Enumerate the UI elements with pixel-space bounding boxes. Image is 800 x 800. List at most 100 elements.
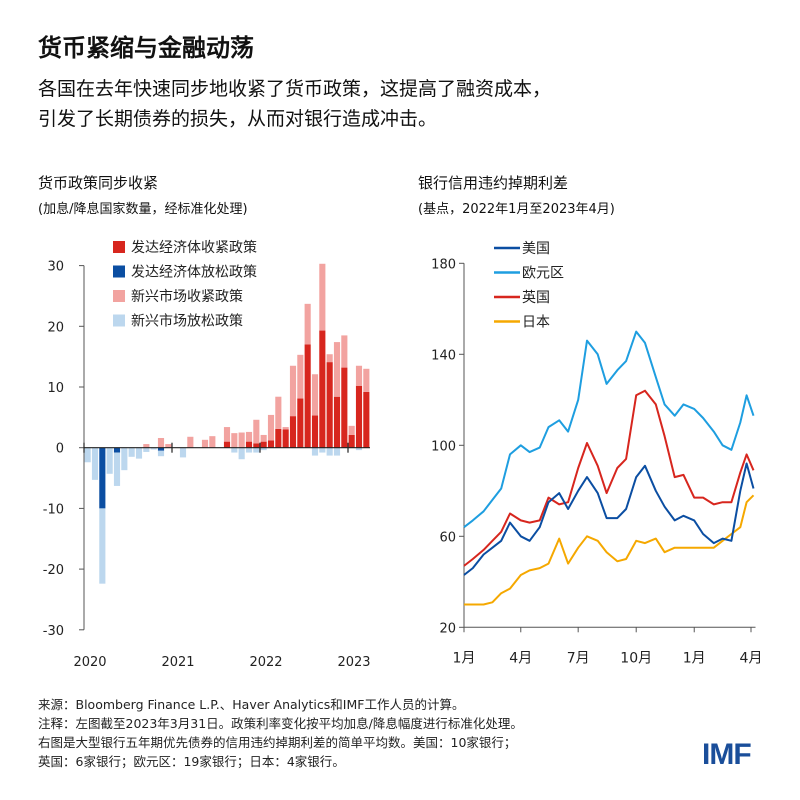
y-tick-label: 0	[56, 442, 64, 457]
bar-2021-10-s3	[238, 447, 245, 460]
bar-2022-01-s0	[260, 441, 267, 448]
bar-2021-10-s2	[238, 432, 245, 448]
x-tick-label: 7月	[567, 650, 590, 666]
bar-2021-12-s2	[253, 419, 260, 444]
imf-logo: IMF	[702, 738, 752, 771]
bar-2022-01-s3	[260, 447, 267, 451]
x-tick-label: 10月	[620, 650, 652, 666]
bar-2022-12-s2	[341, 335, 348, 368]
bar-2020-04-s3	[106, 447, 113, 474]
bar-2021-09-s3	[231, 447, 238, 453]
bar-2022-09-s0	[319, 330, 326, 448]
left-chart-subtitle: (加息/降息国家数量，经标准化处理)	[38, 202, 248, 217]
line-美国	[463, 462, 755, 576]
bar-2022-02-s0	[267, 440, 275, 448]
bar-2022-04-s0	[282, 429, 289, 448]
y-tick-label: -30	[43, 624, 64, 639]
y-tick-label: 20	[47, 320, 64, 335]
footer-source: 来源：Bloomberg Finance L.P.、Haver Analytic…	[38, 697, 465, 712]
legend-swatch	[113, 314, 125, 327]
bar-2022-05-s2	[289, 365, 297, 417]
x-year-label: 2022	[249, 655, 282, 670]
left-chart-title: 货币政策同步收紧	[38, 174, 159, 192]
y-tick-label: -10	[43, 502, 64, 517]
bar-2022-11-s3	[333, 447, 341, 456]
bar-2020-09-s2	[143, 444, 150, 448]
bar-2020-10-s3	[150, 447, 157, 450]
bar-2023-02-s3	[355, 447, 363, 451]
bar-2020-05-s1	[113, 447, 121, 453]
x-tick-label: 4月	[509, 650, 532, 666]
bar-2021-05-s2	[201, 439, 209, 448]
bar-2022-09-s3	[319, 447, 326, 453]
bar-2022-10-s0	[326, 362, 333, 448]
bar-2021-12-s0	[253, 443, 260, 448]
footer-note-3: 英国：6家银行；欧元区：19家银行；日本：4家银行。	[38, 754, 345, 769]
x-tick-label: 1月	[453, 650, 476, 666]
bar-2022-08-s0	[311, 415, 319, 448]
bar-2023-01-s0	[348, 434, 355, 448]
y-tick-label: 180	[431, 257, 456, 272]
bar-2022-11-s2	[333, 342, 341, 397]
bar-2022-06-s0	[297, 398, 304, 448]
x-tick-label: 4月	[740, 650, 763, 666]
bar-2022-03-s0	[275, 428, 282, 448]
bar-2022-05-s0	[289, 416, 297, 448]
legend-swatch	[113, 241, 125, 253]
bar-2021-02-s3	[179, 447, 187, 458]
bar-2020-12-s2	[165, 444, 172, 448]
y-tick-label: 140	[431, 348, 456, 363]
y-tick-label: 20	[439, 621, 456, 636]
footer-note-1: 注释：左图截至2023年3月31日。政策利率变化按平均加息/降息幅度进行标准化处…	[38, 716, 523, 731]
legend-label: 日本	[522, 315, 550, 331]
bar-2020-05-s3	[113, 452, 121, 486]
bar-2020-09-s3	[143, 447, 150, 452]
legend-label: 英国	[522, 289, 550, 306]
bar-2023-03-s0	[363, 391, 370, 448]
bar-2020-11-s1	[157, 447, 165, 451]
bar-2020-08-s3	[135, 447, 143, 459]
bar-2021-09-s2	[231, 433, 238, 448]
bar-2020-11-s3	[157, 450, 165, 457]
bar-2021-11-s3	[245, 447, 253, 453]
x-tick-label: 1月	[683, 650, 706, 666]
legend-label: 美国	[522, 241, 550, 257]
y-tick-label: 60	[439, 530, 456, 545]
bar-2023-02-s2	[355, 365, 363, 386]
bar-2021-12-s3	[253, 447, 260, 453]
page-title: 货币紧缩与金融动荡	[38, 34, 254, 62]
legend-swatch	[113, 265, 125, 278]
bar-2022-04-s2	[282, 427, 289, 430]
bar-2022-11-s0	[333, 396, 341, 448]
bar-2022-07-s2	[304, 303, 311, 345]
bar-2020-02-s3	[91, 447, 99, 480]
y-tick-label: 30	[47, 260, 64, 275]
subtitle-line-2: 引发了长期债券的损失，从而对银行造成冲击。	[38, 108, 438, 130]
bar-2021-08-s0	[223, 441, 231, 448]
right-chart-subtitle: (基点，2022年1月至2023年4月)	[418, 202, 615, 217]
bar-2021-11-s0	[245, 441, 253, 448]
bar-2021-06-s2	[209, 436, 216, 448]
bar-2022-02-s2	[267, 414, 275, 441]
bar-2022-03-s2	[275, 396, 282, 429]
legend-swatch	[113, 290, 125, 302]
bar-2022-08-s2	[311, 374, 319, 416]
legend-label: 发达经济体收紧政策	[131, 239, 257, 256]
bar-2020-11-s2	[157, 437, 165, 448]
bar-2020-06-s3	[121, 447, 128, 471]
y-tick-label: -20	[43, 563, 64, 578]
bar-2023-03-s2	[363, 368, 370, 392]
bar-2022-10-s3	[326, 447, 333, 456]
y-tick-label: 10	[47, 381, 64, 396]
bar-2021-03-s2	[187, 436, 194, 448]
bar-2020-03-s1	[99, 447, 106, 509]
bar-2021-11-s2	[245, 431, 253, 442]
legend-label: 欧元区	[522, 266, 564, 282]
legend-label: 新兴市场收紧政策	[131, 288, 243, 305]
bar-2022-12-s0	[341, 367, 348, 448]
line-欧元区	[463, 330, 755, 528]
bar-2020-07-s3	[128, 447, 135, 457]
bar-2021-08-s2	[223, 427, 231, 442]
